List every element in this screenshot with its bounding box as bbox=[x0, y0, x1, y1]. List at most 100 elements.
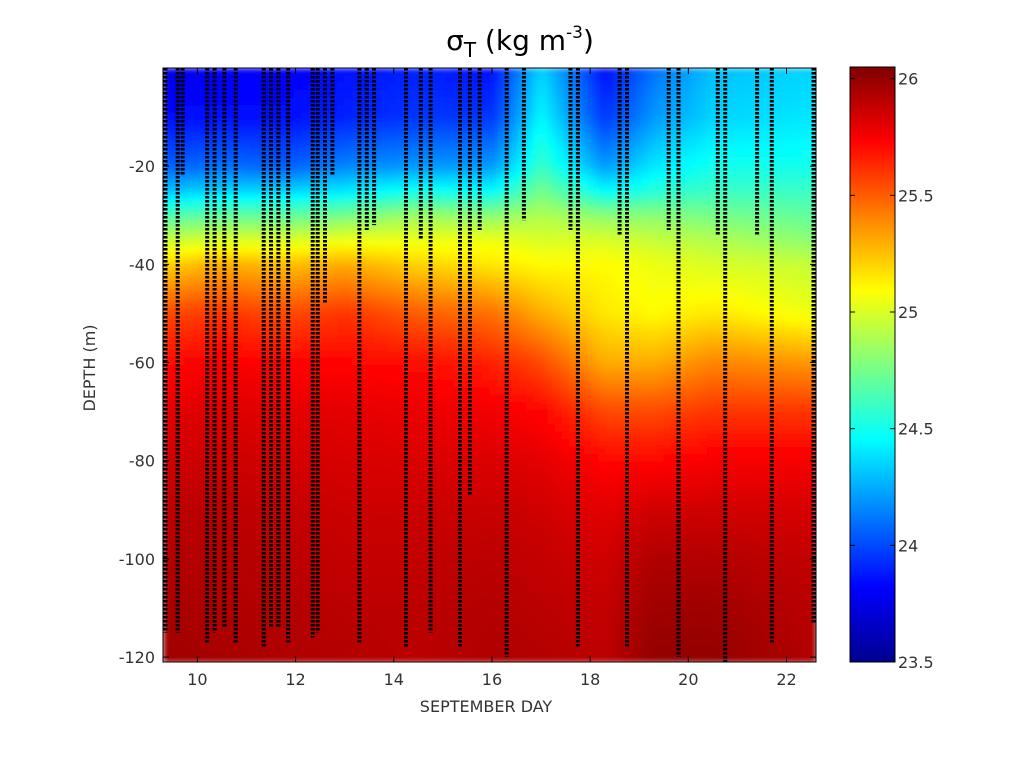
field-cell bbox=[395, 535, 404, 544]
field-cell bbox=[569, 327, 578, 337]
field-cell bbox=[344, 142, 353, 151]
field-cell bbox=[192, 142, 201, 151]
field-cell bbox=[184, 238, 193, 248]
field-cell bbox=[358, 424, 367, 433]
field-cell bbox=[569, 520, 578, 530]
field-cell bbox=[358, 127, 367, 136]
field-cell bbox=[184, 194, 193, 203]
field-cell bbox=[322, 238, 331, 248]
field-cell bbox=[525, 171, 534, 181]
field-cell bbox=[271, 171, 280, 181]
field-cell bbox=[496, 416, 505, 426]
field-cell bbox=[474, 468, 484, 478]
field-cell bbox=[344, 379, 353, 389]
field-cell bbox=[431, 624, 440, 634]
field-cell bbox=[366, 595, 375, 604]
field-cell bbox=[554, 327, 563, 337]
field-cell bbox=[322, 320, 331, 329]
field-cell bbox=[279, 134, 288, 144]
field-cell bbox=[380, 201, 389, 210]
field-cell bbox=[554, 82, 563, 92]
field-cell bbox=[554, 647, 563, 656]
field-cell bbox=[612, 223, 621, 233]
field-cell bbox=[431, 439, 440, 448]
field-cell bbox=[264, 379, 273, 389]
field-cell bbox=[496, 483, 505, 493]
field-cell bbox=[547, 194, 556, 203]
field-cell bbox=[279, 82, 288, 92]
field-cell bbox=[192, 416, 201, 426]
field-cell bbox=[547, 97, 556, 106]
field-cell bbox=[402, 543, 411, 552]
field-cell bbox=[511, 632, 520, 641]
field-cell bbox=[358, 305, 367, 314]
field-cell bbox=[351, 520, 360, 530]
field-cell bbox=[409, 149, 418, 158]
field-cell bbox=[308, 602, 317, 611]
field-cell bbox=[445, 357, 455, 366]
field-cell bbox=[213, 513, 222, 522]
field-cell bbox=[264, 498, 273, 507]
field-cell bbox=[184, 483, 193, 493]
field-cell bbox=[344, 209, 353, 218]
field-cell bbox=[329, 639, 338, 648]
field-cell bbox=[170, 313, 179, 322]
field-cell bbox=[540, 82, 549, 92]
field-cell bbox=[279, 171, 288, 181]
field-cell bbox=[416, 268, 425, 277]
field-cell bbox=[300, 179, 309, 188]
field-cell bbox=[395, 290, 404, 299]
field-cell bbox=[554, 216, 563, 225]
field-cell bbox=[460, 372, 469, 381]
field-cell bbox=[257, 209, 266, 218]
field-cell bbox=[496, 558, 505, 567]
field-cell bbox=[591, 112, 600, 121]
field-cell bbox=[453, 617, 462, 626]
field-cell bbox=[199, 171, 208, 181]
field-cell bbox=[373, 350, 382, 359]
field-cell bbox=[221, 550, 230, 559]
field-cell bbox=[213, 654, 222, 662]
field-cell bbox=[453, 468, 462, 478]
field-cell bbox=[206, 520, 215, 530]
field-cell bbox=[242, 186, 251, 196]
field-cell bbox=[533, 572, 542, 582]
field-cell bbox=[308, 394, 317, 403]
field-cell bbox=[235, 90, 244, 99]
field-cell bbox=[250, 127, 259, 136]
field-cell bbox=[591, 610, 600, 619]
field-cell bbox=[504, 342, 513, 351]
field-cell bbox=[438, 305, 447, 314]
field-cell bbox=[525, 216, 534, 225]
field-cell bbox=[329, 387, 338, 396]
field-cell bbox=[163, 647, 172, 656]
field-cell bbox=[554, 365, 563, 374]
field-cell bbox=[366, 461, 375, 470]
field-cell bbox=[460, 535, 469, 544]
field-cell bbox=[395, 394, 404, 403]
field-cell bbox=[322, 543, 331, 552]
field-cell bbox=[177, 572, 186, 582]
field-cell bbox=[482, 468, 491, 478]
field-cell bbox=[424, 350, 433, 359]
field-cell bbox=[504, 387, 513, 396]
field-cell bbox=[576, 409, 585, 418]
field-cell bbox=[511, 342, 520, 351]
field-cell bbox=[467, 327, 476, 337]
field-cell bbox=[235, 476, 244, 485]
field-cell bbox=[569, 543, 578, 552]
field-cell bbox=[591, 461, 600, 470]
field-cell bbox=[250, 253, 259, 262]
field-cell bbox=[206, 119, 215, 129]
field-cell bbox=[467, 558, 476, 567]
field-cell bbox=[540, 454, 549, 463]
field-cell bbox=[569, 275, 578, 285]
field-cell bbox=[358, 476, 367, 485]
field-cell bbox=[409, 305, 418, 314]
field-cell bbox=[315, 654, 324, 662]
field-cell bbox=[271, 491, 280, 500]
field-cell bbox=[250, 454, 259, 463]
field-cell bbox=[395, 238, 404, 248]
field-cell bbox=[387, 134, 396, 144]
field-cell bbox=[380, 68, 389, 77]
